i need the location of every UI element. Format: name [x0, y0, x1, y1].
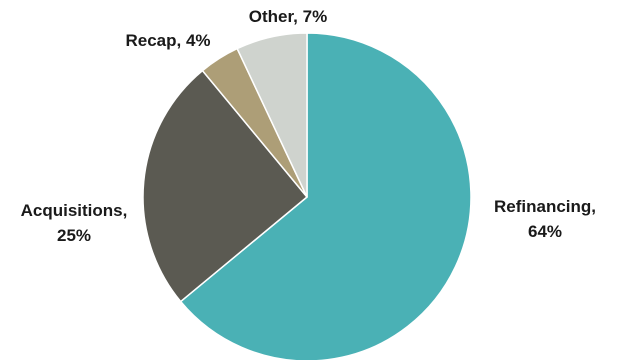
slice-label-acquisitions: Acquisitions, 25% [21, 201, 128, 245]
slice-label-line: Acquisitions, [21, 201, 128, 220]
slice-label-line: 25% [57, 226, 91, 245]
pie-slice-acquisitions [142, 69, 309, 303]
slice-label-refinancing: Refinancing, 64% [494, 197, 596, 241]
pie-slices [142, 32, 472, 360]
slice-label-line: Refinancing, [494, 197, 596, 216]
slice-label-line: Recap, 4% [125, 31, 210, 50]
slice-label-line: 64% [528, 222, 562, 241]
slice-label-line: Other, 7% [249, 7, 327, 26]
pie-labels: Refinancing, 64% Acquisitions, 25% Recap, 4%… [21, 7, 596, 245]
pie-slice-refinancing [179, 32, 472, 360]
pie-slice-other [236, 32, 308, 198]
slice-label-recap: Recap, 4% [125, 31, 210, 50]
slice-label-other: Other, 7% [249, 7, 327, 26]
